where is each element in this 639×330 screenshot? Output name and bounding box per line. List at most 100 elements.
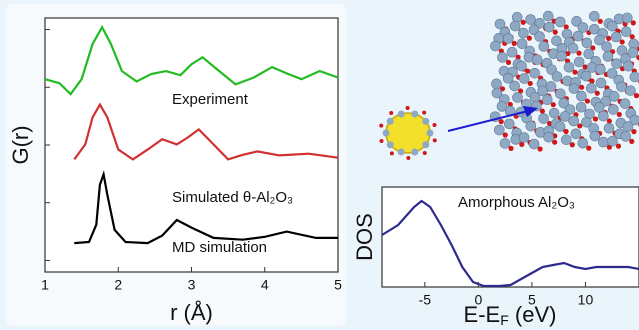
atom-al bbox=[574, 57, 584, 67]
atom-al bbox=[549, 108, 559, 118]
atom-al bbox=[519, 132, 529, 142]
atom-al bbox=[530, 68, 540, 78]
x-axis-label: E-EF (eV) bbox=[464, 302, 557, 328]
atom-o bbox=[579, 85, 584, 90]
atom-o bbox=[540, 108, 545, 113]
x-axis-label: r (Å) bbox=[170, 300, 213, 325]
atom-o bbox=[528, 81, 533, 86]
atom-o bbox=[521, 20, 526, 25]
atom-o bbox=[576, 51, 581, 56]
atom-al bbox=[526, 15, 536, 25]
atom-al bbox=[622, 13, 632, 23]
atom-al bbox=[602, 42, 612, 52]
atom-al bbox=[561, 135, 571, 145]
atom-al bbox=[507, 47, 517, 57]
atom-o bbox=[499, 119, 504, 124]
chart-title: Amorphous Al₂O₃ bbox=[458, 194, 575, 211]
atom-o bbox=[503, 132, 508, 137]
atom-al bbox=[555, 89, 565, 99]
atom-o bbox=[512, 41, 517, 46]
atom-al bbox=[546, 81, 556, 91]
atom-o bbox=[585, 98, 590, 103]
atom-al bbox=[552, 72, 562, 82]
atom-al bbox=[526, 121, 536, 131]
atom-al bbox=[568, 43, 578, 53]
atom-al bbox=[544, 132, 554, 142]
atom-al bbox=[607, 21, 617, 31]
atom-al bbox=[564, 62, 574, 72]
x-tick-label: 1 bbox=[41, 277, 49, 293]
atom-o bbox=[551, 102, 556, 107]
atom-al bbox=[427, 130, 434, 137]
atom-o bbox=[508, 146, 513, 151]
atom-al bbox=[494, 125, 504, 135]
atom-al bbox=[578, 138, 588, 148]
atom-al bbox=[607, 136, 617, 146]
atom-al bbox=[510, 21, 520, 31]
atom-o bbox=[634, 93, 639, 98]
atom-o bbox=[631, 129, 636, 134]
atom-al bbox=[611, 32, 621, 42]
atom-al bbox=[589, 11, 599, 21]
atom-al bbox=[608, 104, 618, 114]
atom-o bbox=[433, 138, 437, 142]
atom-al bbox=[387, 141, 394, 148]
atom-o bbox=[379, 124, 383, 128]
atom-al bbox=[539, 114, 549, 124]
atom-al bbox=[590, 131, 600, 141]
atom-o bbox=[406, 156, 410, 160]
atom-al bbox=[569, 116, 579, 126]
atom-al bbox=[529, 139, 539, 149]
atom-al bbox=[500, 138, 510, 148]
atom-o bbox=[423, 151, 427, 155]
atom-o bbox=[572, 70, 577, 75]
atom-al bbox=[573, 31, 583, 41]
atom-al bbox=[557, 51, 567, 61]
atom-o bbox=[564, 24, 569, 29]
atom-o bbox=[598, 19, 603, 24]
series-label: Simulated θ-Al₂O₃ bbox=[172, 189, 293, 206]
atom-al bbox=[569, 84, 579, 94]
atom-al bbox=[544, 22, 554, 32]
atom-o bbox=[527, 36, 532, 41]
x-tick-label: 2 bbox=[114, 277, 122, 293]
atom-al bbox=[539, 41, 549, 51]
atom-al bbox=[598, 111, 608, 121]
atom-al bbox=[519, 73, 529, 83]
atom-al bbox=[598, 137, 608, 147]
atom-al bbox=[411, 149, 418, 156]
atom-al bbox=[625, 86, 635, 96]
atom-al bbox=[532, 55, 542, 65]
atom-al bbox=[510, 81, 520, 91]
x-tick-label: -5 bbox=[419, 292, 432, 308]
atom-al bbox=[422, 141, 429, 148]
figure: 12345ExperimentSimulated θ-Al₂O₃MD simul… bbox=[0, 0, 639, 330]
atom-o bbox=[390, 151, 394, 155]
atom-al bbox=[623, 61, 633, 71]
atom-o bbox=[593, 116, 598, 121]
atom-o bbox=[629, 139, 634, 144]
atom-o bbox=[617, 112, 622, 117]
atom-al bbox=[542, 95, 552, 105]
atom-al bbox=[596, 78, 606, 88]
atom-al bbox=[517, 39, 527, 49]
atom-o bbox=[570, 142, 575, 147]
atom-o bbox=[406, 106, 410, 110]
atom-al bbox=[630, 72, 639, 82]
atom-al bbox=[623, 122, 633, 132]
atom-al bbox=[492, 79, 502, 89]
atom-al bbox=[560, 111, 570, 121]
y-axis-label: G(r) bbox=[8, 125, 33, 164]
atom-al bbox=[612, 59, 622, 69]
atom-al bbox=[503, 33, 513, 43]
x-tick-label: 5 bbox=[334, 277, 342, 293]
atom-o bbox=[631, 20, 636, 25]
atom-al bbox=[582, 38, 592, 48]
atom-o bbox=[595, 91, 600, 96]
atom-al bbox=[497, 52, 507, 62]
atom-al bbox=[512, 12, 522, 22]
atom-o bbox=[563, 129, 568, 134]
atom-o bbox=[589, 78, 594, 83]
atom-o bbox=[607, 118, 612, 123]
atom-al bbox=[603, 51, 613, 61]
